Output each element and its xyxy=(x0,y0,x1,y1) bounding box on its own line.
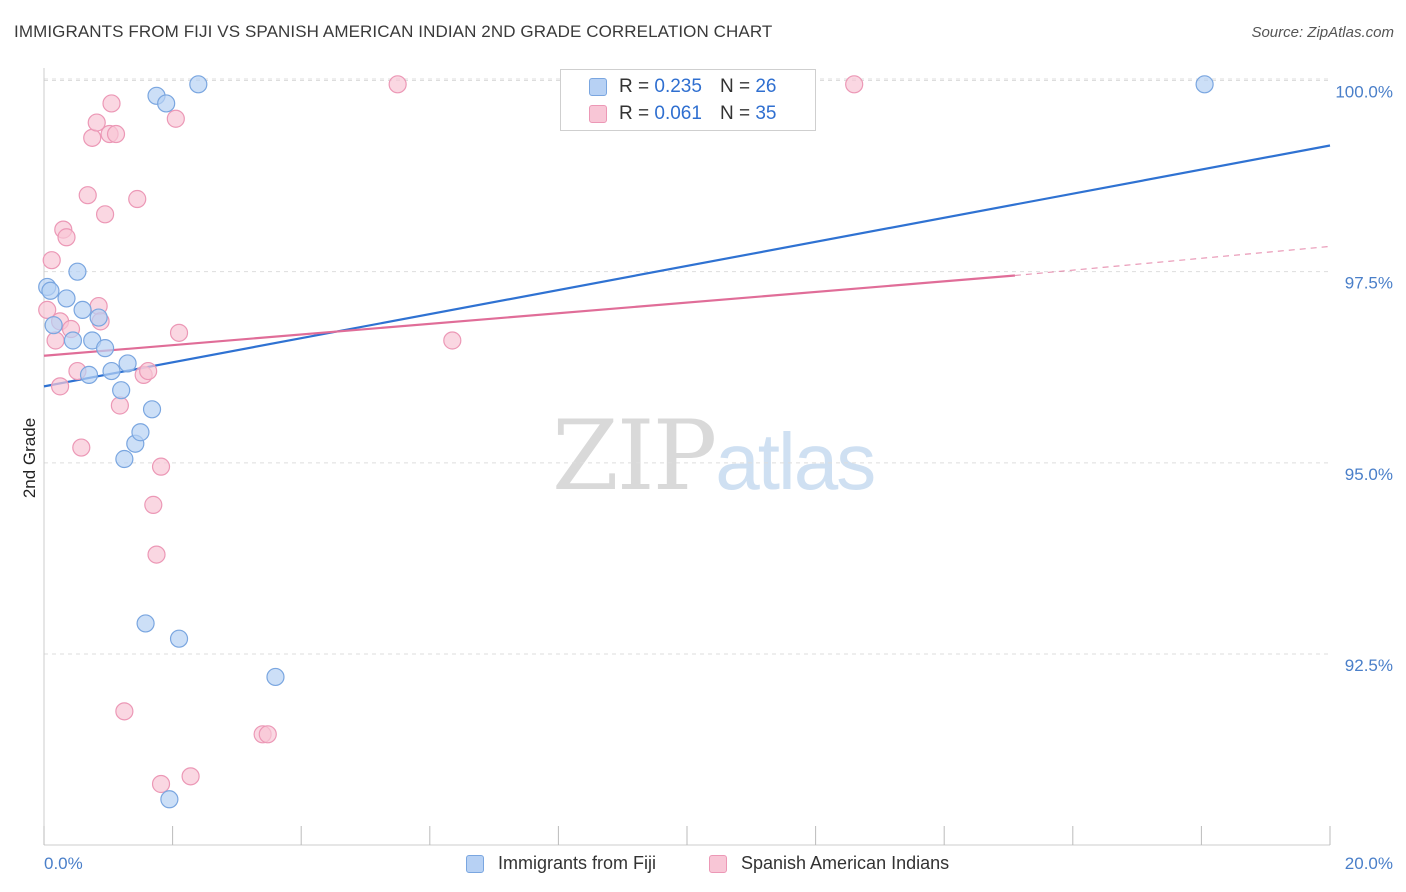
sai-point xyxy=(128,189,147,209)
sai-point xyxy=(169,323,189,342)
sai-point xyxy=(42,251,61,270)
fiji-point xyxy=(142,400,162,419)
legend-item-fiji: Immigrants from Fiji xyxy=(466,853,656,874)
sai-point xyxy=(166,109,185,128)
fiji-point xyxy=(112,381,131,400)
fiji-point xyxy=(157,94,176,113)
fiji-point xyxy=(41,281,60,300)
fiji-swatch xyxy=(589,78,607,96)
sai-point xyxy=(110,396,129,415)
fiji-point xyxy=(44,316,63,335)
fiji-point xyxy=(73,300,92,319)
fiji-point xyxy=(89,308,108,327)
fiji-point xyxy=(118,354,137,373)
data-points xyxy=(38,75,1214,809)
fiji-point xyxy=(169,629,189,648)
sai-swatch xyxy=(589,105,607,123)
n-label: N = xyxy=(719,103,751,124)
fiji-point xyxy=(136,614,155,633)
n-value-fiji: 26 xyxy=(755,76,777,97)
sai-trend-line-extension xyxy=(1014,245,1331,277)
watermark-atlas: atlas xyxy=(715,417,876,506)
legend-row-fiji: R = 0.235 N = 26 xyxy=(561,74,776,100)
legend-row-sai: R = 0.061 N = 35 xyxy=(561,101,776,127)
watermark: ZIPatlas xyxy=(552,400,876,512)
sai-point xyxy=(388,75,407,94)
sai-point xyxy=(83,128,102,147)
sai-point xyxy=(72,438,91,457)
fiji-point xyxy=(266,667,285,687)
sai-point xyxy=(151,457,171,476)
tick-labels: 92.5% 95.0% 97.5% 100.0% 0.0% 20.0% xyxy=(44,83,1393,874)
n-label: N = xyxy=(719,76,751,97)
fiji-trend-line xyxy=(43,144,1331,388)
fiji-point xyxy=(131,423,150,442)
fiji-point xyxy=(68,262,87,281)
r-value-fiji: 0.235 xyxy=(654,76,702,97)
y-tick-label: 100.0% xyxy=(1335,83,1393,102)
r-label: R = xyxy=(619,76,650,97)
sai-trend-line xyxy=(43,274,1016,357)
sai-point xyxy=(845,75,864,94)
sai-legend-swatch xyxy=(709,854,727,873)
correlation-legend: R = 0.235 N = 26 R = 0.061 N = 35 xyxy=(560,69,816,131)
x-tick-label: 0.0% xyxy=(44,854,83,873)
fiji-point xyxy=(115,449,134,469)
r-value-sai: 0.061 xyxy=(654,103,702,124)
sai-point xyxy=(78,186,97,205)
y-tick-label: 97.5% xyxy=(1345,274,1393,293)
fiji-point xyxy=(189,75,208,94)
fiji-point xyxy=(57,289,76,308)
fiji-point xyxy=(102,361,121,381)
x-tick-label: 20.0% xyxy=(1345,854,1393,873)
y-tick-label: 95.0% xyxy=(1345,465,1393,484)
sai-point xyxy=(181,767,200,786)
sai-point xyxy=(139,361,158,381)
sai-point xyxy=(87,113,106,132)
sai-point xyxy=(95,205,115,224)
n-value-sai: 35 xyxy=(755,103,777,124)
sai-point xyxy=(38,300,57,319)
y-axis-label: 2nd Grade xyxy=(20,418,39,498)
series-legend: Immigrants from Fiji Spanish American In… xyxy=(0,851,1406,879)
legend-label-sai: Spanish American Indians xyxy=(741,853,950,873)
sai-point xyxy=(46,331,65,350)
sai-point xyxy=(102,94,121,113)
fiji-legend-swatch xyxy=(466,854,484,873)
sai-point xyxy=(258,725,277,744)
fiji-point xyxy=(95,339,115,358)
sai-point xyxy=(115,702,134,721)
gridlines xyxy=(44,78,1330,655)
watermark-zip: ZIP xyxy=(552,400,717,512)
sai-point xyxy=(151,774,171,794)
sai-point xyxy=(147,545,166,564)
source-label: Source: ZipAtlas.com xyxy=(1251,24,1394,41)
y-tick-label: 92.5% xyxy=(1345,656,1393,675)
fiji-point xyxy=(1195,75,1214,94)
chart-title: IMMIGRANTS FROM FIJI VS SPANISH AMERICAN… xyxy=(14,22,773,41)
legend-label-fiji: Immigrants from Fiji xyxy=(498,853,657,873)
trend-lines xyxy=(43,144,1331,388)
fiji-point xyxy=(63,331,83,350)
sai-point xyxy=(106,124,126,144)
r-label: R = xyxy=(619,103,650,124)
sai-point xyxy=(57,228,76,247)
fiji-point xyxy=(160,790,179,809)
axes xyxy=(43,68,1331,846)
sai-point xyxy=(443,331,462,350)
sai-point xyxy=(50,377,70,396)
legend-item-sai: Spanish American Indians xyxy=(709,853,949,874)
fiji-point xyxy=(79,365,99,384)
sai-point xyxy=(144,495,163,514)
